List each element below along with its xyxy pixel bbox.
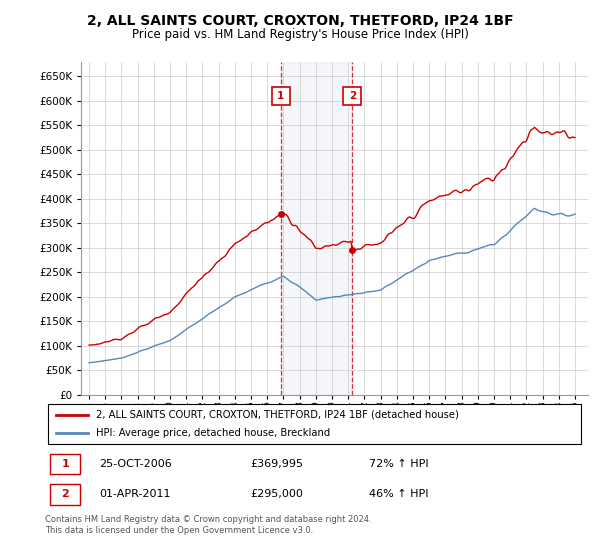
FancyBboxPatch shape [50,454,80,474]
Text: 1: 1 [277,91,284,101]
Text: £295,000: £295,000 [250,489,303,500]
Bar [281,62,352,395]
Text: 01-APR-2011: 01-APR-2011 [99,489,170,500]
Text: 2: 2 [349,91,356,101]
Text: Contains HM Land Registry data © Crown copyright and database right 2024.
This d: Contains HM Land Registry data © Crown c… [45,515,371,535]
Text: 25-OCT-2006: 25-OCT-2006 [99,459,172,469]
Text: 2, ALL SAINTS COURT, CROXTON, THETFORD, IP24 1BF (detached house): 2, ALL SAINTS COURT, CROXTON, THETFORD, … [96,410,459,420]
Text: Price paid vs. HM Land Registry's House Price Index (HPI): Price paid vs. HM Land Registry's House … [131,28,469,41]
Text: HPI: Average price, detached house, Breckland: HPI: Average price, detached house, Brec… [96,428,331,438]
FancyBboxPatch shape [48,404,581,445]
Text: 72% ↑ HPI: 72% ↑ HPI [369,459,428,469]
Text: £369,995: £369,995 [250,459,303,469]
Text: 2, ALL SAINTS COURT, CROXTON, THETFORD, IP24 1BF: 2, ALL SAINTS COURT, CROXTON, THETFORD, … [86,14,514,28]
Text: 2: 2 [61,489,69,500]
Text: 46% ↑ HPI: 46% ↑ HPI [369,489,428,500]
FancyBboxPatch shape [50,484,80,505]
Text: 1: 1 [61,459,69,469]
